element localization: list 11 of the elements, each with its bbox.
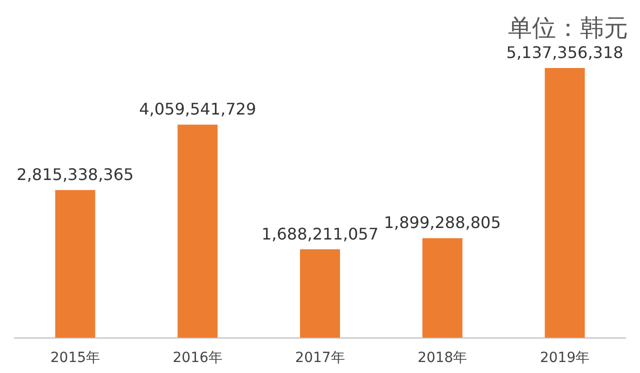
x-tick-label: 2018年 xyxy=(418,350,468,366)
data-label: 2,815,338,365 xyxy=(16,165,134,184)
x-tick-label: 2017年 xyxy=(295,350,345,366)
data-label: 4,059,541,729 xyxy=(139,100,256,119)
x-tick-label: 2019年 xyxy=(540,350,590,366)
x-tick-label: 2016年 xyxy=(172,350,222,366)
data-label: 1,688,211,057 xyxy=(261,224,379,244)
chart-title: 单位：韩元 xyxy=(508,14,628,42)
data-label: 1,899,288,805 xyxy=(384,213,501,232)
data-label: 5,137,356,318 xyxy=(506,43,624,62)
x-tick-label: 2015年 xyxy=(50,350,100,366)
